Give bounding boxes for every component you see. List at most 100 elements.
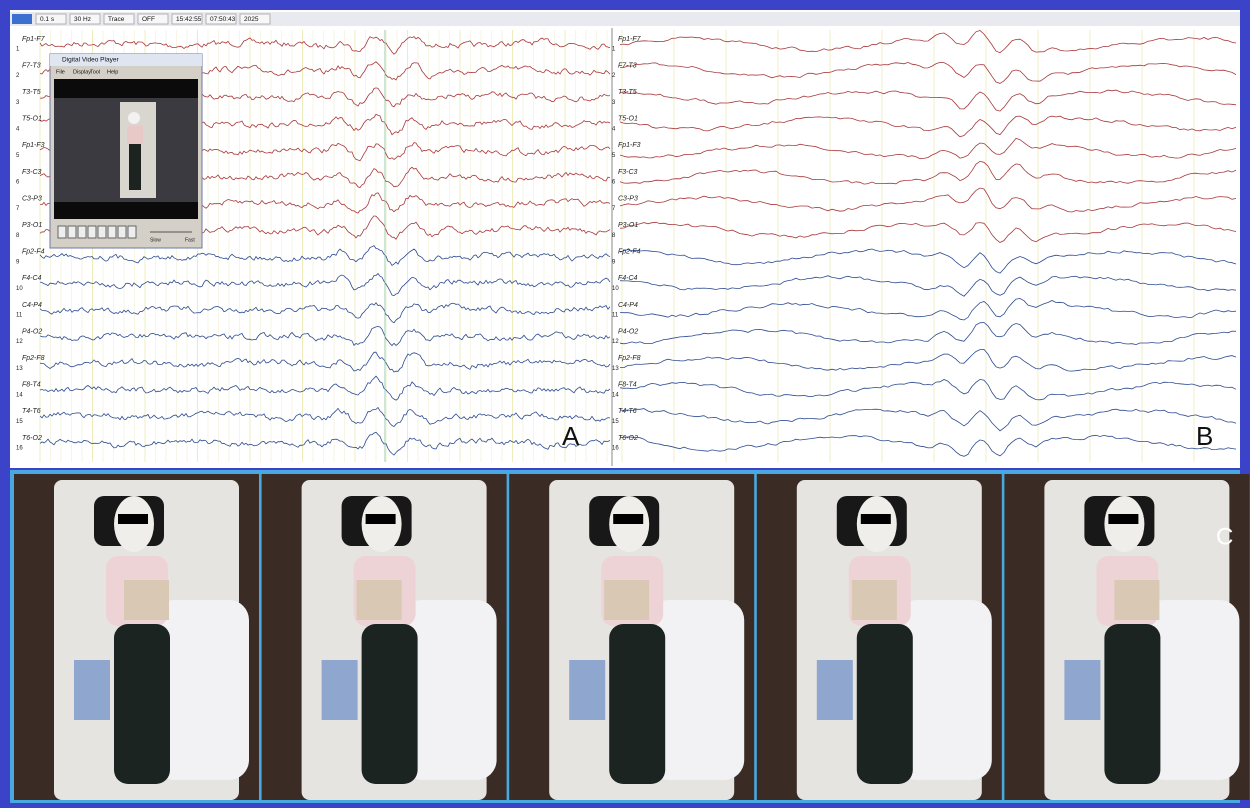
channel-number: 14 — [16, 392, 23, 398]
channel-label: C4-P4 — [22, 302, 42, 309]
channel-label: Fp2-F8 — [22, 355, 45, 362]
pants — [362, 624, 418, 784]
mattress-logo — [74, 660, 110, 720]
player-menu-item[interactable]: File — [56, 69, 65, 75]
player-button[interactable] — [88, 226, 96, 238]
video-legs — [129, 144, 141, 190]
channel-label: T4-T6 — [618, 408, 637, 415]
player-menu-item[interactable]: Tool — [90, 69, 100, 75]
channel-label: P4-O2 — [618, 328, 638, 335]
mattress-logo — [1064, 660, 1100, 720]
channel-label: T5-O1 — [618, 116, 638, 123]
channel-label: Fp1-F3 — [22, 142, 45, 149]
video-frame — [509, 474, 754, 800]
channel-label: P3-O1 — [22, 222, 42, 229]
pants — [114, 624, 170, 784]
toolbar-button[interactable] — [12, 14, 32, 24]
player-menu-item[interactable]: Display — [73, 69, 91, 75]
channel-number: 15 — [16, 419, 23, 425]
page: Fp1-F71F7-T32T3-T53T5-O14Fp1-F35F3-C36C3… — [0, 0, 1250, 808]
video-frame — [262, 474, 507, 800]
channel-label: T4-T6 — [22, 408, 41, 415]
player-button[interactable] — [108, 226, 116, 238]
toolbar-item: 07:50:43 — [210, 16, 236, 23]
player-button[interactable] — [58, 226, 66, 238]
book — [357, 580, 402, 620]
channel-label: Fp2-F4 — [618, 249, 641, 256]
channel-number: 11 — [16, 313, 23, 319]
channel-number: 13 — [16, 366, 23, 372]
panel-label-a: A — [562, 421, 580, 451]
toolbar-item: 0.1 s — [40, 16, 55, 23]
video-frame — [757, 474, 1002, 800]
panel-label-c: C — [1216, 523, 1233, 550]
channel-number: 13 — [612, 366, 619, 372]
toolbar-item: 15:42:55 — [176, 16, 202, 23]
channel-label: Fp1-F3 — [618, 142, 641, 149]
toolbar-item: Trace — [108, 16, 125, 23]
eye-bar — [118, 514, 148, 524]
eye-bar — [366, 514, 396, 524]
video-frame — [1004, 474, 1249, 800]
toolbar-item: OFF — [142, 16, 155, 23]
pants — [857, 624, 913, 784]
toolbar-item: 2025 — [244, 16, 259, 23]
eye-bar — [861, 514, 891, 524]
eye-bar — [1108, 514, 1138, 524]
channel-label: F4-C4 — [22, 275, 42, 282]
slider-slow: Slow — [150, 237, 161, 243]
video-body — [127, 126, 143, 144]
channel-number: 11 — [612, 313, 619, 319]
channel-label: T6-O2 — [22, 435, 42, 442]
channel-label: F8-T4 — [22, 382, 41, 389]
channel-label: Fp1-F7 — [22, 36, 46, 43]
player-menu-item[interactable]: Help — [107, 69, 118, 75]
channel-label: C4-P4 — [618, 302, 638, 309]
channel-label: F7-T3 — [22, 62, 41, 69]
player-button[interactable] — [128, 226, 136, 238]
eye-bar — [613, 514, 643, 524]
video-frame — [14, 474, 259, 800]
player-button[interactable] — [98, 226, 106, 238]
channel-number: 16 — [16, 446, 23, 452]
video-player: Digital Video Player Slow Fast File Displ… — [50, 54, 202, 248]
channel-label: F3-C3 — [22, 169, 42, 176]
channel-number: 14 — [612, 392, 619, 398]
mattress-logo — [817, 660, 853, 720]
screenshot: Fp1-F71F7-T32T3-T53T5-O14Fp1-F35F3-C36C3… — [0, 0, 1250, 808]
book — [124, 580, 169, 620]
channel-number: 16 — [612, 446, 619, 452]
book — [604, 580, 649, 620]
channel-label: T3-T5 — [22, 89, 41, 96]
channel-label: Fp2-F4 — [22, 249, 45, 256]
channel-number: 12 — [16, 339, 23, 345]
channel-label: T5-O1 — [22, 116, 42, 123]
player-button[interactable] — [118, 226, 126, 238]
book — [852, 580, 897, 620]
channel-number: 15 — [612, 419, 619, 425]
book — [1114, 580, 1159, 620]
channel-label: Fp2-F8 — [618, 355, 641, 362]
channel-label: T3-T5 — [618, 89, 637, 96]
video-frames — [14, 474, 1249, 800]
player-button[interactable] — [78, 226, 86, 238]
channel-label: F4-C4 — [618, 275, 638, 282]
channel-number: 10 — [16, 286, 23, 292]
channel-label: P4-O2 — [22, 328, 42, 335]
channel-label: F8-T4 — [618, 382, 637, 389]
pants — [609, 624, 665, 784]
player-title: Digital Video Player — [62, 57, 119, 64]
channel-label: F3-C3 — [618, 169, 638, 176]
slider-fast: Fast — [185, 237, 195, 243]
mattress-logo — [569, 660, 605, 720]
channel-label: F7-T3 — [618, 62, 637, 69]
pants — [1104, 624, 1160, 784]
channel-label: P3-O1 — [618, 222, 638, 229]
channel-label: Fp1-F7 — [618, 36, 642, 43]
toolbar-item: 30 Hz — [74, 16, 91, 23]
channel-number: 10 — [612, 286, 619, 292]
channel-label: C3-P3 — [618, 195, 638, 202]
channel-label: T6-O2 — [618, 435, 638, 442]
player-button[interactable] — [68, 226, 76, 238]
video-head — [128, 112, 140, 124]
